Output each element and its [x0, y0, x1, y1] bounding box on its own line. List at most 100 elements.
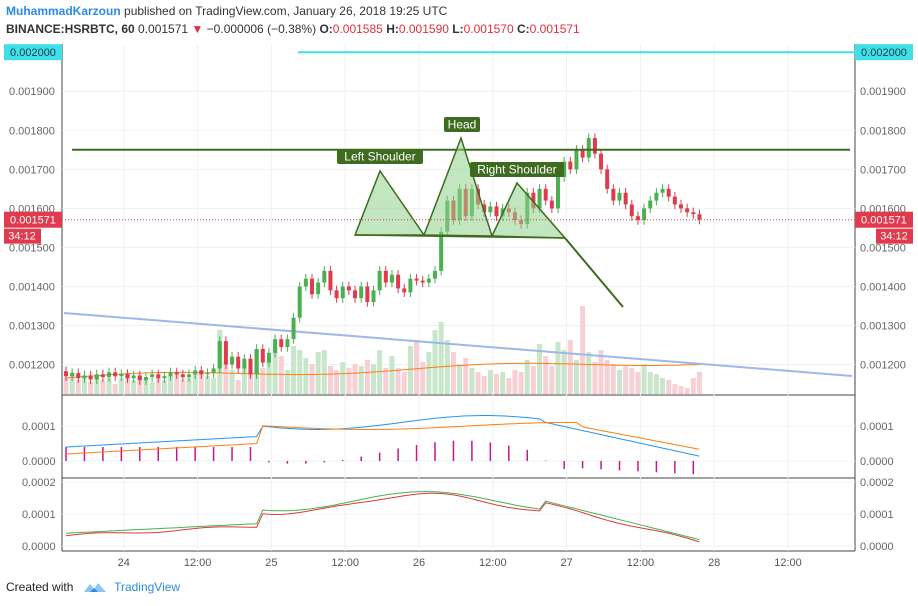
candle-body — [236, 356, 241, 369]
volume-bar — [414, 340, 420, 394]
pattern-label: Right Shoulder — [477, 163, 556, 177]
current-price-label-right: 0.001571 — [861, 215, 907, 227]
candle-body — [377, 270, 382, 291]
candle-body — [88, 375, 93, 380]
publish-line: MuhammadKarzoun published on TradingView… — [6, 4, 447, 18]
candle-body — [94, 374, 99, 380]
tradingview-link[interactable]: TradingView — [114, 580, 181, 594]
price-tick-label-right: 0.001800 — [860, 125, 906, 137]
candle-body — [654, 192, 659, 201]
macd-tick-label-right: 0.0001 — [860, 421, 894, 433]
last-price: 0.001571 — [138, 22, 189, 36]
candle-body — [586, 138, 591, 158]
time-tick-label: 26 — [413, 557, 425, 569]
candle-body — [611, 188, 616, 201]
macd-tick-label-left: 0.0001 — [22, 421, 56, 433]
volume-bar — [211, 378, 217, 394]
volume-bar — [469, 368, 475, 394]
pattern-triangle-2 — [422, 135, 494, 237]
current-price-label-left: 0.001571 — [10, 215, 56, 227]
price-change: −0.000006 (−0.38%) — [206, 22, 317, 36]
volume-bar — [291, 346, 297, 394]
volume-bar — [155, 378, 161, 394]
volume-bar — [63, 378, 69, 394]
volume-bar — [229, 370, 235, 394]
candle-body — [605, 169, 610, 189]
candle-body — [562, 161, 567, 178]
volume-bar — [684, 388, 690, 394]
candle-body — [672, 196, 677, 205]
candle-body — [168, 372, 173, 377]
volume-bar — [352, 364, 358, 394]
candle-body — [156, 374, 161, 379]
candle-body — [635, 216, 640, 221]
time-tick-label: 28 — [708, 557, 720, 569]
candle-body — [697, 214, 702, 220]
volume-bar — [543, 356, 549, 394]
volume-bar — [235, 380, 241, 394]
oscillator-line-b — [65, 492, 700, 543]
candle-body — [310, 278, 314, 295]
volume-bar — [457, 364, 463, 394]
candle-body — [303, 278, 308, 287]
candle-body — [230, 356, 235, 365]
osc-tick-label-left: 0.0002 — [22, 477, 56, 489]
candle-body — [549, 200, 554, 209]
candle-body — [340, 286, 345, 299]
volume-bar — [69, 372, 75, 394]
published-text: published on TradingView.com, January 26… — [124, 4, 448, 18]
volume-bar — [198, 370, 204, 394]
candle-body — [679, 204, 683, 209]
time-tick-label: 12:00 — [184, 557, 212, 569]
volume-bar — [407, 346, 413, 394]
time-tick-label: 24 — [118, 557, 130, 569]
volume-bar — [573, 360, 579, 394]
volume-bar — [617, 370, 622, 394]
volume-bar — [248, 372, 253, 394]
resistance-badge-left — [4, 44, 62, 61]
price-tick-label-right: 0.001500 — [860, 242, 906, 254]
candle-body — [180, 374, 185, 378]
candle-body — [365, 286, 370, 303]
volume-bar — [81, 376, 87, 394]
volume-bar — [180, 380, 186, 394]
price-tick-label-right: 0.001900 — [860, 86, 906, 98]
volume-bar — [690, 378, 696, 394]
time-tick-label: 25 — [265, 557, 277, 569]
candle-body — [199, 370, 204, 375]
volume-bar — [444, 340, 450, 394]
osc-tick-label-right: 0.0002 — [860, 477, 894, 489]
candle-body — [433, 270, 437, 279]
volume-bar — [506, 378, 512, 394]
candle-body — [346, 286, 351, 291]
volume-bar — [555, 342, 561, 394]
volume-bar — [272, 348, 278, 394]
candle-body — [580, 149, 585, 158]
volume-bar — [346, 368, 352, 394]
author-link[interactable]: MuhammadKarzoun — [6, 4, 121, 18]
volume-average-line — [65, 362, 700, 379]
candle-body — [617, 192, 622, 201]
candle-body — [297, 286, 302, 318]
volume-bar — [309, 364, 315, 394]
volume-bar — [623, 366, 629, 394]
price-tick-label-right: 0.001700 — [860, 164, 906, 176]
candle-body — [574, 149, 579, 170]
price-tick-label-left: 0.001500 — [9, 242, 55, 254]
price-tick-label-left: 0.001300 — [9, 321, 55, 333]
candle-body — [76, 373, 81, 379]
candle-body — [242, 358, 247, 369]
volume-bar — [241, 366, 247, 394]
volume-bar — [186, 378, 192, 394]
candle-body — [316, 282, 321, 295]
volume-bar — [161, 380, 167, 394]
pattern-label: Head — [448, 118, 477, 132]
volume-bar — [340, 362, 346, 394]
volume-bar — [192, 374, 198, 394]
volume-bar — [426, 352, 432, 394]
volume-bar — [696, 372, 702, 394]
volume-bar — [500, 372, 506, 394]
candle-body — [629, 204, 634, 217]
signal-line — [65, 422, 700, 455]
